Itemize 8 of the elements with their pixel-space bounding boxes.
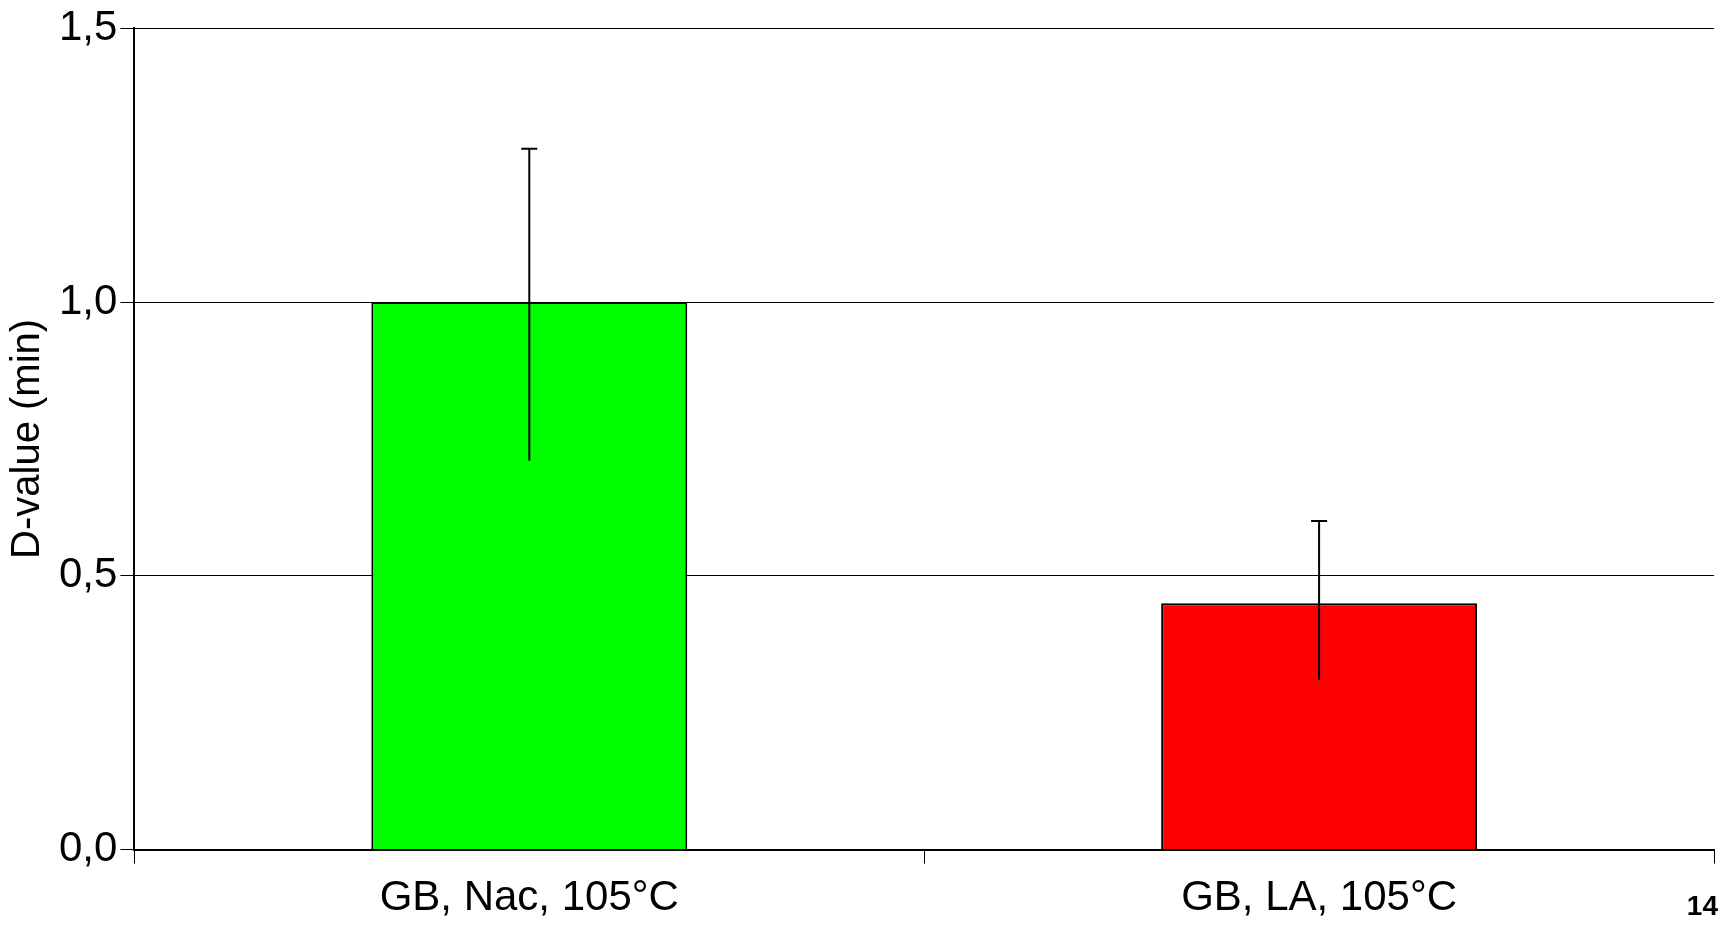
y-tick-label: 0,0	[59, 823, 118, 871]
y-axis-title: D-value (min)	[3, 318, 48, 559]
y-tick-label: 0,5	[59, 549, 118, 597]
x-tick-label: GB, Nac, 105°C	[379, 872, 679, 920]
y-tick-label: 1,0	[59, 275, 118, 323]
y-tick-label: 1,5	[59, 1, 118, 49]
x-tick-label: GB, LA, 105°C	[1181, 872, 1458, 920]
text: 14	[1686, 890, 1718, 922]
